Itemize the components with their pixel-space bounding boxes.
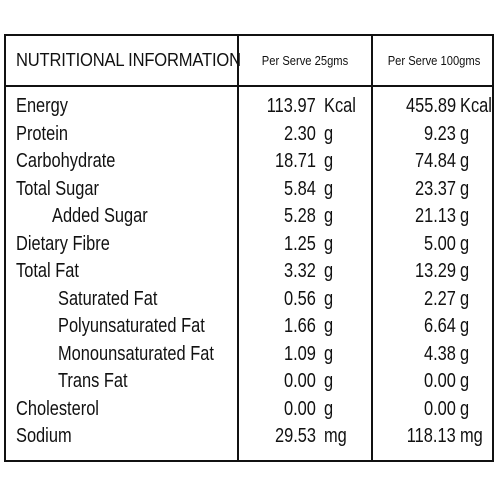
nutrient-row: Monounsaturated Fat 1.09 g 4.38 g	[6, 341, 492, 369]
unit-per-25g: g	[324, 177, 334, 200]
value-per-100g: 9.23	[424, 122, 456, 145]
unit-per-100g: Kcal	[460, 95, 492, 117]
nutrient-label: Cholesterol	[16, 397, 99, 420]
nutrient-label: Protein	[16, 122, 68, 145]
value-per-25g: 1.66	[284, 315, 316, 337]
value-per-100g: 74.84	[414, 150, 456, 172]
nutrient-row: Carbohydrate 18.71 g 74.84 g	[6, 148, 492, 176]
value-per-100g: 0.00	[424, 370, 456, 392]
unit-per-100g: g	[460, 122, 470, 145]
value-per-25g: 1.09	[284, 342, 316, 365]
unit-per-25g: g	[324, 260, 334, 282]
value-per-25g: 113.97	[267, 95, 316, 117]
value-per-25g: 3.32	[284, 260, 316, 282]
unit-per-25g: g	[324, 370, 334, 392]
value-per-25g: 1.25	[284, 232, 316, 255]
unit-per-25g: g	[324, 122, 334, 145]
nutrition-table: NUTRITIONAL INFORMATION Per Serve 25gms …	[4, 34, 494, 462]
nutrient-row: Added Sugar 5.28 g 21.13 g	[6, 203, 492, 231]
value-per-100g: 118.13	[407, 425, 456, 447]
value-per-25g: 0.00	[284, 397, 316, 420]
value-per-100g: 4.38	[424, 342, 456, 365]
nutrient-row: Sodium 29.53 mg 118.13 mg	[6, 423, 492, 451]
value-per-25g: 29.53	[274, 425, 316, 447]
unit-per-25g: g	[324, 287, 334, 310]
nutrient-label: Total Sugar	[16, 177, 99, 200]
unit-per-100g: g	[460, 342, 470, 365]
column-header-per-serve-25g: Per Serve 25gms	[261, 53, 349, 68]
unit-per-25g: g	[324, 315, 334, 337]
nutrient-label: Saturated Fat	[58, 287, 158, 310]
value-per-100g: 23.37	[414, 177, 456, 200]
value-per-100g: 13.29	[414, 260, 456, 282]
unit-per-25g: g	[324, 232, 334, 255]
value-per-25g: 0.00	[284, 370, 316, 392]
unit-per-100g: g	[460, 205, 470, 227]
unit-per-25g: g	[324, 397, 334, 420]
nutrient-label: Dietary Fibre	[16, 232, 110, 255]
column-header-per-serve-100g: Per Serve 100gms	[387, 53, 481, 68]
value-per-25g: 5.84	[284, 177, 316, 200]
unit-per-100g: g	[460, 287, 470, 310]
value-per-100g: 2.27	[424, 287, 456, 310]
value-per-25g: 18.71	[274, 150, 316, 172]
table-title: NUTRITIONAL INFORMATION	[16, 50, 241, 70]
column-divider	[237, 36, 239, 460]
nutrient-label: Trans Fat	[58, 370, 128, 392]
value-per-100g: 6.64	[424, 315, 456, 337]
unit-per-25g: g	[324, 150, 334, 172]
value-per-100g: 21.13	[414, 205, 456, 227]
value-per-100g: 5.00	[424, 232, 456, 255]
unit-per-100g: g	[460, 370, 470, 392]
nutrient-row: Energy 113.97 Kcal 455.89 Kcal	[6, 93, 492, 121]
value-per-25g: 5.28	[284, 205, 316, 227]
unit-per-100g: g	[460, 150, 470, 172]
nutrient-row: Total Fat 3.32 g 13.29 g	[6, 258, 492, 286]
unit-per-100g: g	[460, 177, 470, 200]
unit-per-25g: g	[324, 205, 334, 227]
nutrient-label: Total Fat	[16, 260, 79, 282]
unit-per-100g: g	[460, 315, 470, 337]
value-per-100g: 455.89	[405, 95, 456, 117]
nutrient-row: Total Sugar 5.84 g 23.37 g	[6, 176, 492, 204]
nutrient-rows: Energy 113.97 Kcal 455.89 Kcal Protein 2.30 g 9.…	[6, 93, 492, 451]
unit-per-100g: g	[460, 397, 470, 420]
nutrient-row: Polyunsaturated Fat 1.66 g 6.64 g	[6, 313, 492, 341]
column-divider	[371, 36, 373, 460]
unit-per-25g: mg	[324, 425, 347, 447]
unit-per-100g: mg	[460, 425, 483, 447]
header-divider	[6, 85, 492, 87]
nutrient-row: Dietary Fibre 1.25 g 5.00 g	[6, 231, 492, 259]
nutrient-label: Carbohydrate	[16, 150, 116, 172]
nutrient-row: Protein 2.30 g 9.23 g	[6, 121, 492, 149]
nutrient-row: Saturated Fat 0.56 g 2.27 g	[6, 286, 492, 314]
value-per-100g: 0.00	[424, 397, 456, 420]
nutrient-label: Added Sugar	[52, 205, 148, 227]
nutrient-row: Cholesterol 0.00 g 0.00 g	[6, 396, 492, 424]
nutrient-label: Sodium	[16, 425, 72, 447]
unit-per-100g: g	[460, 260, 470, 282]
unit-per-25g: Kcal	[324, 95, 356, 117]
unit-per-25g: g	[324, 342, 334, 365]
nutrient-label: Polyunsaturated Fat	[58, 315, 205, 337]
nutrient-label: Energy	[16, 95, 68, 117]
nutrient-row: Trans Fat 0.00 g 0.00 g	[6, 368, 492, 396]
value-per-25g: 2.30	[284, 122, 316, 145]
unit-per-100g: g	[460, 232, 470, 255]
nutrient-label: Monounsaturated Fat	[58, 342, 214, 365]
value-per-25g: 0.56	[284, 287, 316, 310]
